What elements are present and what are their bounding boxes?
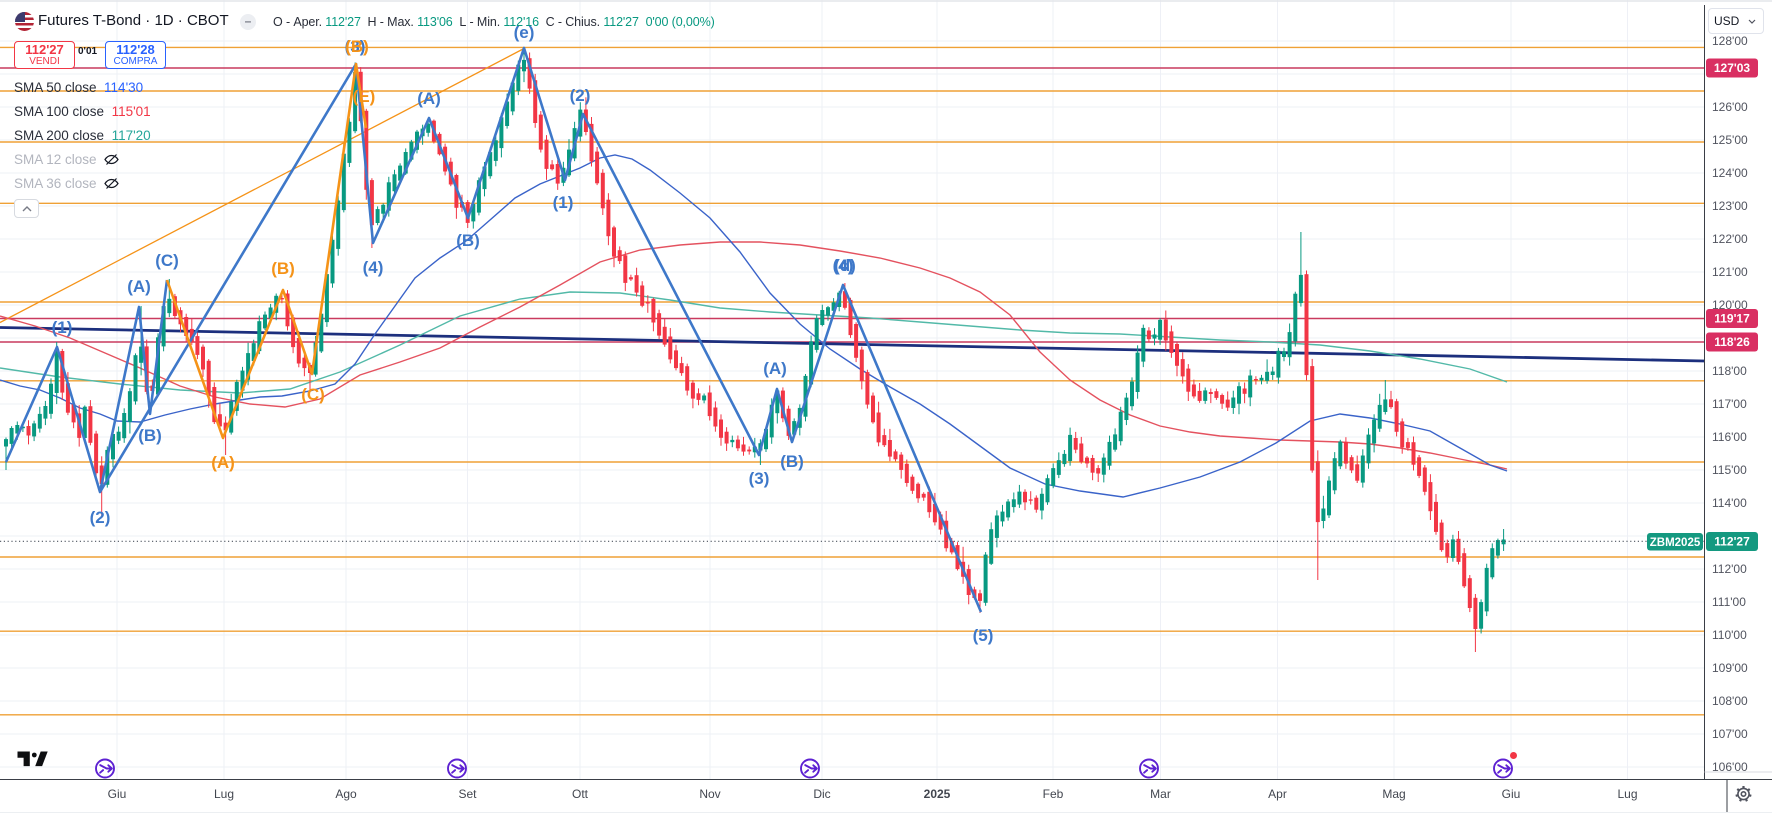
- svg-text:112'27: 112'27: [1714, 535, 1750, 549]
- svg-text:(5): (5): [973, 626, 994, 645]
- svg-text:114'00: 114'00: [1712, 496, 1747, 510]
- svg-text:(C): (C): [301, 385, 325, 404]
- svg-text:Giu: Giu: [108, 787, 127, 801]
- svg-text:123'00: 123'00: [1712, 199, 1748, 213]
- svg-text:118'00: 118'00: [1712, 364, 1747, 378]
- svg-text:124'00: 124'00: [1712, 166, 1748, 180]
- svg-text:Ago: Ago: [335, 787, 357, 801]
- svg-text:(E): (E): [353, 87, 376, 106]
- svg-text:(1): (1): [52, 318, 73, 337]
- svg-text:Feb: Feb: [1043, 787, 1064, 801]
- svg-text:128'00: 128'00: [1712, 34, 1748, 48]
- svg-text:118'26: 118'26: [1714, 335, 1750, 349]
- svg-text:Set: Set: [458, 787, 477, 801]
- svg-text:(B): (B): [271, 259, 295, 278]
- svg-text:111'00: 111'00: [1712, 595, 1746, 609]
- svg-text:(d): (d): [834, 256, 856, 275]
- svg-text:117'00: 117'00: [1712, 397, 1747, 411]
- svg-text:115'00: 115'00: [1712, 463, 1747, 477]
- svg-text:127'03: 127'03: [1714, 61, 1751, 75]
- svg-text:(3): (3): [749, 469, 770, 488]
- svg-text:(A): (A): [211, 453, 235, 472]
- svg-text:ZBM2025: ZBM2025: [1650, 537, 1701, 549]
- svg-text:108'00: 108'00: [1712, 694, 1748, 708]
- svg-text:122'00: 122'00: [1712, 232, 1748, 246]
- svg-text:Nov: Nov: [699, 787, 720, 801]
- svg-text:(B): (B): [345, 37, 369, 56]
- svg-text:107'00: 107'00: [1712, 727, 1748, 741]
- svg-text:(1): (1): [553, 193, 574, 212]
- svg-text:116'00: 116'00: [1712, 430, 1747, 444]
- svg-text:Lug: Lug: [214, 787, 234, 801]
- svg-text:(A): (A): [127, 277, 151, 296]
- svg-text:112'00: 112'00: [1712, 562, 1747, 576]
- svg-text:Ott: Ott: [572, 787, 589, 801]
- svg-text:119'17: 119'17: [1714, 312, 1750, 326]
- svg-text:Giu: Giu: [1502, 787, 1521, 801]
- svg-text:125'00: 125'00: [1712, 133, 1748, 147]
- svg-text:Apr: Apr: [1268, 787, 1287, 801]
- svg-text:(B): (B): [138, 426, 162, 445]
- svg-text:(B): (B): [456, 231, 480, 250]
- svg-text:126'00: 126'00: [1712, 100, 1748, 114]
- svg-text:Lug: Lug: [1617, 787, 1637, 801]
- svg-text:(2): (2): [90, 508, 111, 527]
- svg-text:(C): (C): [155, 251, 179, 270]
- svg-text:Mag: Mag: [1382, 787, 1405, 801]
- svg-text:(4): (4): [363, 258, 384, 277]
- svg-text:(B): (B): [780, 452, 804, 471]
- svg-text:121'00: 121'00: [1712, 265, 1748, 279]
- svg-text:110'00: 110'00: [1712, 628, 1747, 642]
- svg-text:(2): (2): [570, 86, 591, 105]
- svg-text:2025: 2025: [924, 787, 951, 801]
- svg-text:(A): (A): [763, 359, 787, 378]
- svg-text:Mar: Mar: [1150, 787, 1171, 801]
- svg-text:Dic: Dic: [813, 787, 830, 801]
- svg-text:(A): (A): [417, 89, 441, 108]
- svg-text:109'00: 109'00: [1712, 661, 1748, 675]
